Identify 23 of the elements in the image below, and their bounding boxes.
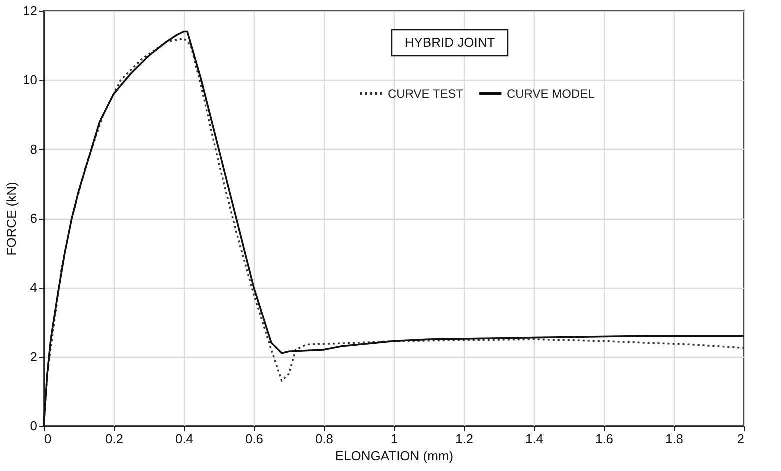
x-tick-label: 0.6 [245, 432, 264, 446]
legend-label: CURVE TEST [388, 86, 464, 101]
y-tick-label: 10 [23, 72, 38, 88]
x-tick-label: 0 [44, 432, 52, 446]
x-tick-label: 0.2 [105, 432, 124, 446]
x-tick-label: 1.6 [595, 432, 614, 446]
annotation: HYBRID JOINT [404, 35, 496, 50]
x-axis-title: ELONGATION (mm) [335, 448, 454, 464]
x-tick-label: 1.8 [665, 432, 684, 446]
y-tick-label: 2 [30, 349, 38, 364]
y-tick-label: 6 [30, 211, 38, 226]
y-tick-label: 8 [30, 142, 38, 157]
y-tick-label: 4 [30, 280, 38, 296]
legend-label: CURVE MODEL [507, 86, 596, 101]
x-tick-label: 0.8 [315, 432, 334, 446]
x-tick-label: 1.4 [525, 432, 544, 446]
y-tick-label: 12 [23, 4, 38, 18]
x-tick-label: 1.2 [455, 432, 474, 446]
x-tick-label: 0.4 [175, 432, 194, 446]
y-axis-title: FORCE (kN) [4, 182, 20, 256]
y-tick-label: 0 [30, 418, 38, 434]
x-tick-label: 1 [390, 432, 398, 446]
x-tick-label: 2 [737, 432, 744, 446]
